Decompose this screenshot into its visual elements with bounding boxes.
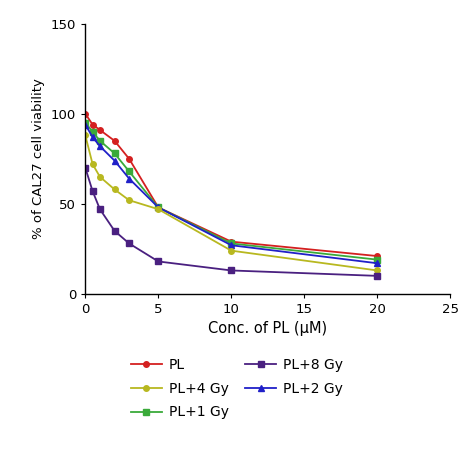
PL+4 Gy	[126, 197, 132, 203]
PL	[155, 205, 161, 210]
PL	[90, 122, 95, 128]
PL+8 Gy	[126, 241, 132, 246]
Line: PL+1 Gy: PL+1 Gy	[82, 120, 380, 263]
PL+2 Gy	[90, 134, 95, 140]
PL+1 Gy	[97, 138, 103, 144]
PL+2 Gy	[126, 176, 132, 182]
Line: PL+4 Gy: PL+4 Gy	[82, 133, 380, 273]
Line: PL: PL	[82, 111, 380, 259]
PL	[112, 138, 118, 144]
Line: PL+8 Gy: PL+8 Gy	[82, 165, 380, 279]
PL+4 Gy	[112, 187, 118, 192]
PL+8 Gy	[112, 228, 118, 234]
PL	[374, 253, 380, 259]
Line: PL+2 Gy: PL+2 Gy	[82, 122, 380, 266]
PL+4 Gy	[97, 174, 103, 180]
PL+1 Gy	[126, 169, 132, 174]
PL+1 Gy	[155, 205, 161, 210]
Y-axis label: % of CAL27 cell viability: % of CAL27 cell viability	[32, 78, 46, 239]
PL+8 Gy	[90, 188, 95, 194]
PL+1 Gy	[82, 120, 88, 126]
PL+8 Gy	[374, 273, 380, 279]
PL+4 Gy	[228, 248, 234, 254]
PL+1 Gy	[374, 257, 380, 263]
X-axis label: Conc. of PL (μM): Conc. of PL (μM)	[208, 321, 328, 337]
PL+4 Gy	[90, 161, 95, 167]
PL+8 Gy	[97, 206, 103, 212]
PL+8 Gy	[155, 259, 161, 264]
PL	[82, 111, 88, 117]
PL+2 Gy	[97, 143, 103, 149]
PL+2 Gy	[112, 158, 118, 164]
PL+2 Gy	[228, 242, 234, 248]
PL+1 Gy	[228, 241, 234, 246]
PL+1 Gy	[90, 129, 95, 135]
PL+8 Gy	[228, 268, 234, 273]
PL+2 Gy	[82, 122, 88, 128]
PL	[126, 156, 132, 162]
PL+4 Gy	[82, 133, 88, 138]
PL+4 Gy	[155, 206, 161, 212]
PL+2 Gy	[374, 260, 380, 266]
PL+8 Gy	[82, 165, 88, 171]
PL+2 Gy	[155, 205, 161, 210]
PL+4 Gy	[374, 268, 380, 273]
Legend: PL, PL+4 Gy, PL+1 Gy, PL+8 Gy, PL+2 Gy: PL, PL+4 Gy, PL+1 Gy, PL+8 Gy, PL+2 Gy	[131, 358, 343, 419]
PL	[228, 239, 234, 245]
PL	[97, 127, 103, 133]
PL+1 Gy	[112, 151, 118, 156]
